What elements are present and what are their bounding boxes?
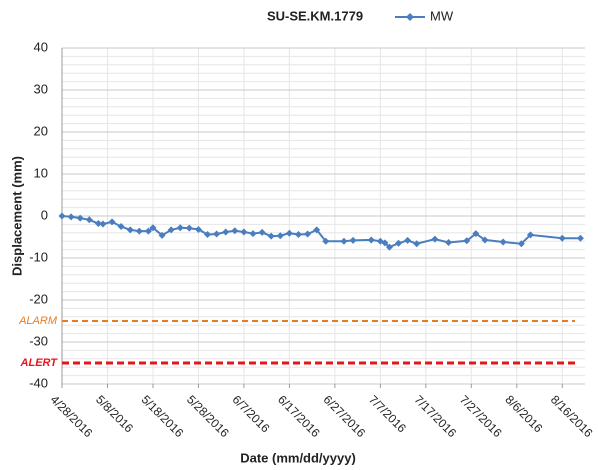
data-point	[463, 237, 471, 245]
data-point	[213, 230, 221, 238]
x-tick-label: 4/28/2016	[48, 392, 96, 440]
data-point	[99, 220, 107, 228]
data-point	[222, 228, 230, 236]
data-point	[67, 213, 75, 221]
data-point	[204, 230, 212, 238]
data-point	[108, 218, 116, 226]
data-point	[176, 224, 184, 232]
x-tick-label: 6/17/2016	[275, 392, 323, 440]
data-point	[258, 228, 266, 236]
data-point	[340, 237, 348, 245]
data-point	[185, 224, 193, 232]
data-point	[231, 227, 239, 235]
x-axis-label: Date (mm/dd/yyyy)	[240, 450, 356, 465]
data-point	[558, 234, 566, 242]
data-point	[194, 225, 202, 233]
y-tick-label: -30	[29, 333, 48, 348]
data-point	[322, 237, 330, 245]
data-point	[526, 231, 534, 239]
data-point	[385, 243, 393, 251]
data-point	[149, 224, 157, 232]
data-point	[381, 239, 389, 247]
data-point	[285, 229, 293, 237]
x-tick-label: 7/17/2016	[411, 392, 459, 440]
data-point	[144, 227, 152, 235]
data-point	[517, 240, 525, 248]
data-point	[85, 216, 93, 224]
data-point	[349, 236, 357, 244]
data-point	[431, 235, 439, 243]
x-tick-label: 5/28/2016	[184, 392, 232, 440]
y-tick-label: -40	[29, 375, 48, 390]
data-point	[404, 236, 412, 244]
data-point	[313, 226, 321, 234]
threshold-label: ALERT	[20, 357, 59, 369]
data-point	[58, 212, 66, 220]
x-tick-label: 5/18/2016	[139, 392, 187, 440]
data-point	[126, 226, 134, 234]
legend-label: MW	[430, 8, 454, 23]
data-point	[445, 238, 453, 246]
x-tick-label: 8/16/2016	[548, 392, 596, 440]
data-point	[94, 220, 102, 228]
x-tick-label: 7/7/2016	[366, 392, 409, 435]
y-tick-label: -10	[29, 249, 48, 264]
data-point	[249, 230, 257, 238]
data-point	[267, 232, 275, 240]
y-tick-label: 30	[34, 81, 48, 96]
data-point	[158, 231, 166, 239]
data-point	[499, 238, 507, 246]
data-point	[576, 234, 584, 242]
y-tick-label: -20	[29, 291, 48, 306]
data-point	[472, 230, 480, 238]
data-point	[117, 223, 125, 230]
data-point	[294, 230, 302, 238]
data-point	[135, 227, 143, 235]
data-point	[367, 236, 375, 244]
x-tick-label: 6/7/2016	[230, 392, 273, 435]
data-point	[395, 239, 403, 247]
threshold-label: ALARM	[18, 315, 58, 327]
chart-title: SU-SE.KM.1779	[267, 8, 363, 23]
data-point	[76, 214, 84, 222]
x-tick-label: 8/6/2016	[502, 392, 545, 435]
y-tick-label: 10	[34, 165, 48, 180]
y-tick-label: 20	[34, 123, 48, 138]
x-tick-label: 7/27/2016	[457, 392, 505, 440]
data-point	[481, 236, 489, 244]
data-point	[167, 226, 175, 234]
data-point	[240, 228, 248, 236]
data-point	[413, 240, 421, 248]
y-axis-label: Displacement (mm)	[9, 156, 24, 276]
data-point	[304, 230, 312, 238]
y-tick-label: 40	[34, 39, 48, 54]
x-tick-label: 6/27/2016	[321, 392, 369, 440]
data-point	[276, 232, 284, 240]
x-tick-label: 5/8/2016	[93, 392, 136, 435]
y-tick-label: 0	[41, 207, 48, 222]
legend-marker	[406, 13, 414, 21]
